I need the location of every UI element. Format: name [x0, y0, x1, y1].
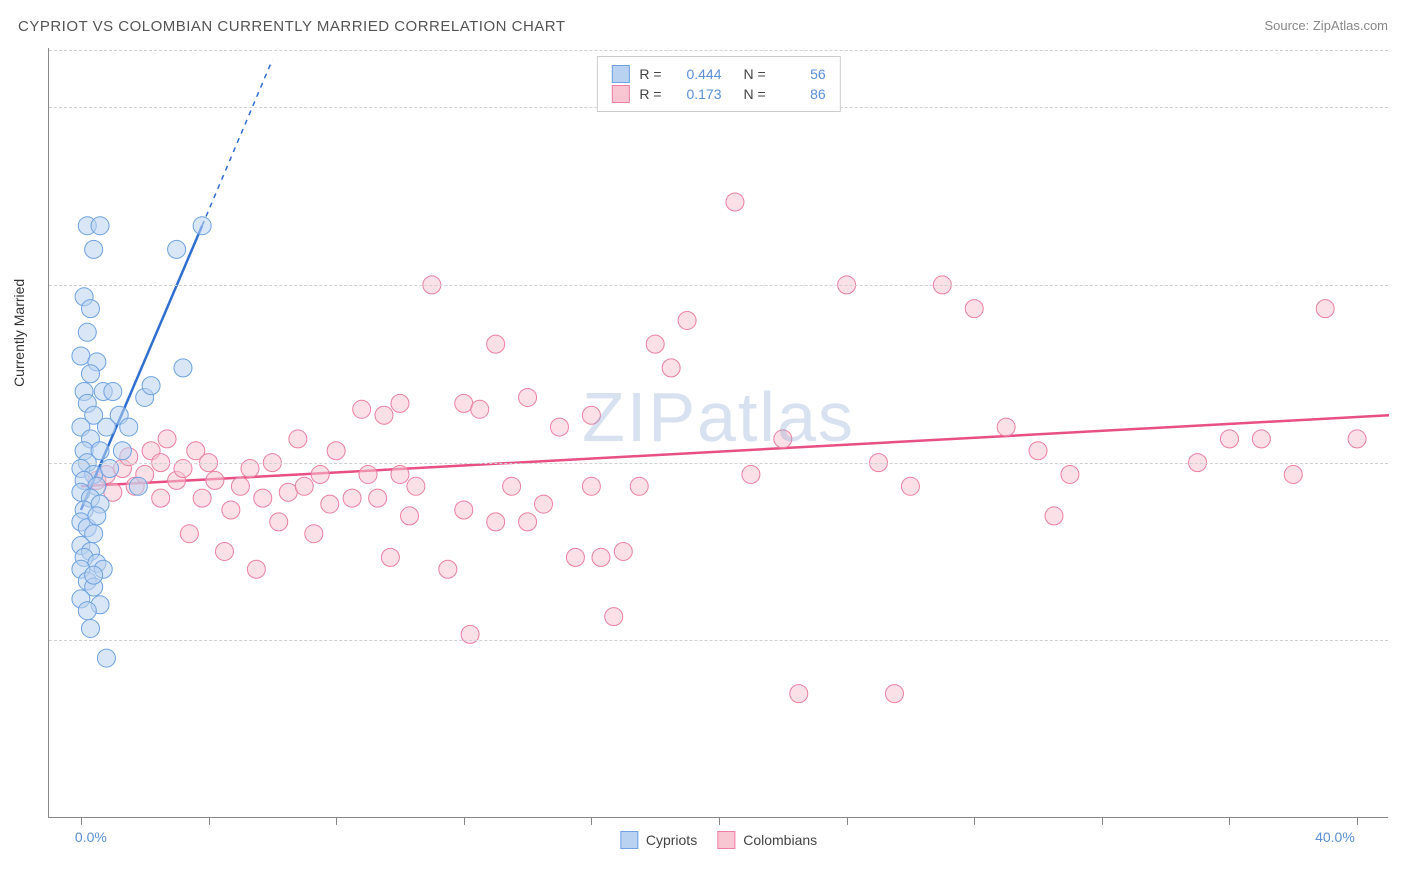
stat-label: N = — [744, 86, 766, 102]
stat-label: N = — [744, 66, 766, 82]
legend-stats-row: R = 0.444 N = 56 — [611, 65, 825, 83]
x-tick — [209, 817, 210, 825]
x-tick — [974, 817, 975, 825]
legend-stats: R = 0.444 N = 56 R = 0.173 N = 86 — [596, 56, 840, 112]
stat-label: R = — [639, 86, 661, 102]
source-label: Source: ZipAtlas.com — [1264, 18, 1388, 33]
x-tick-label: 0.0% — [75, 829, 107, 845]
gridline — [49, 640, 1388, 641]
legend-label: Cypriots — [646, 832, 697, 848]
x-tick — [591, 817, 592, 825]
legend-stats-row: R = 0.173 N = 86 — [611, 85, 825, 103]
x-tick — [464, 817, 465, 825]
chart-title: CYPRIOT VS COLOMBIAN CURRENTLY MARRIED C… — [18, 18, 566, 35]
legend-item: Cypriots — [620, 831, 697, 849]
n-value: 86 — [776, 86, 826, 102]
x-tick-label: 40.0% — [1315, 829, 1355, 845]
swatch-icon — [717, 831, 735, 849]
stat-label: R = — [639, 66, 661, 82]
legend-label: Colombians — [743, 832, 817, 848]
x-tick — [1357, 817, 1358, 825]
gridline — [49, 50, 1388, 51]
x-tick — [719, 817, 720, 825]
swatch-icon — [611, 65, 629, 83]
gridline — [49, 285, 1388, 286]
x-tick — [1102, 817, 1103, 825]
x-tick — [336, 817, 337, 825]
legend-item: Colombians — [717, 831, 817, 849]
legend-series: Cypriots Colombians — [620, 831, 817, 849]
x-tick — [847, 817, 848, 825]
n-value: 56 — [776, 66, 826, 82]
y-axis-title: Currently Married — [11, 278, 27, 386]
r-value: 0.444 — [672, 66, 722, 82]
r-value: 0.173 — [672, 86, 722, 102]
x-tick — [81, 817, 82, 825]
swatch-icon — [620, 831, 638, 849]
x-tick — [1229, 817, 1230, 825]
swatch-icon — [611, 85, 629, 103]
gridline — [49, 463, 1388, 464]
chart-svg — [49, 48, 1388, 817]
plot-area: Currently Married ZIPatlas R = 0.444 N =… — [48, 48, 1388, 818]
